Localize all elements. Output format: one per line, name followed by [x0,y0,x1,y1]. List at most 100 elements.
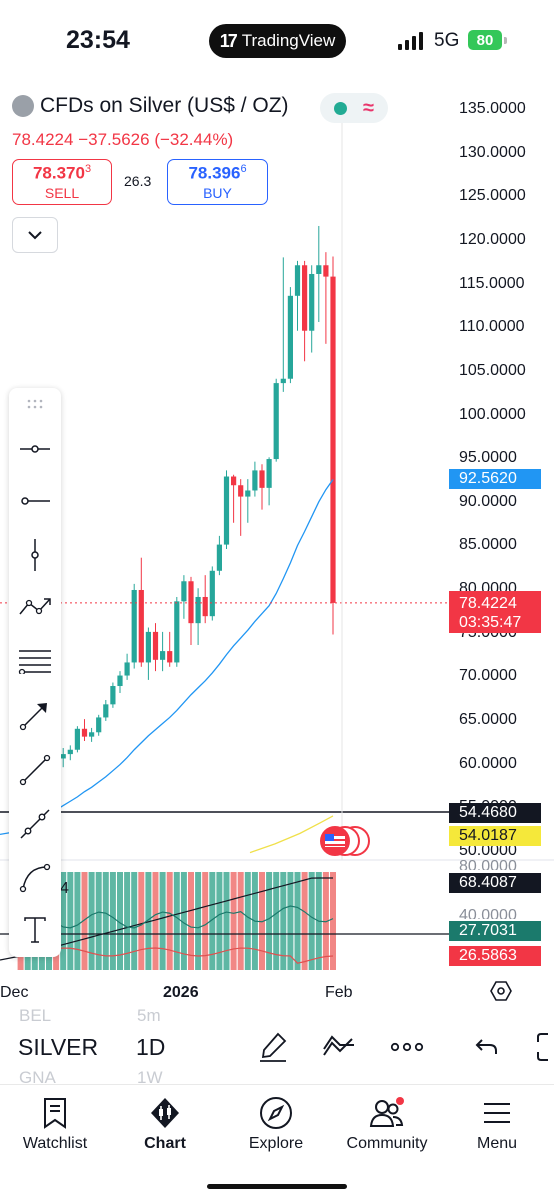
second-average-price-label: 54.0187 [449,826,541,846]
price-tick: 90.0000 [459,492,517,510]
sell-pip: 3 [84,163,92,175]
oscillator-bar [195,872,202,970]
curve-tool[interactable] [9,857,61,897]
oscillator-bar [244,872,251,970]
fullscreen-icon [537,1033,548,1061]
trend-line-tool[interactable] [9,750,61,790]
oscillator-line-red [20,947,334,964]
oscillator-bar [81,872,88,970]
oscillator-bar [88,872,95,970]
candle-body [287,295,293,379]
oscillator-bars [17,872,336,970]
tab-explore-label: Explore [248,1135,304,1152]
tab-watchlist[interactable]: Watchlist [0,1095,110,1153]
change-value: −37.5626 [78,130,150,149]
people-icon [369,1097,404,1127]
timeframe-selector[interactable]: 1D [136,1034,166,1060]
symbol-title: CFDs on Silver (US$ / OZ) [40,94,289,117]
oscillator-label-3: 26.5863 [449,946,541,966]
tab-chart[interactable]: Chart [110,1095,220,1153]
toolbar-drag-handle[interactable] [9,388,61,420]
candle-body [238,485,244,497]
candle-body [330,276,336,603]
fullscreen-button[interactable] [536,1032,554,1067]
last-price: 78.4224 [12,130,74,149]
status-pill[interactable]: ≈ [320,93,388,123]
oscillator-bar [152,872,159,970]
path-tool[interactable] [9,587,61,627]
more-dots-icon [390,1042,424,1052]
candle-body [103,704,109,718]
oscillator-bar [95,872,102,970]
buy-pip: 6 [240,163,247,175]
candles [18,225,336,827]
horizontal-ray-tool[interactable] [9,481,61,521]
collapse-button[interactable] [12,217,58,253]
ghost-timeframe-below: 1W [137,1068,163,1087]
text-tool[interactable] [9,910,61,950]
vertical-line-tool[interactable] [9,535,61,575]
arrow-tool[interactable] [9,695,61,735]
price-tick: 120.0000 [459,230,526,248]
events-flag-icon[interactable] [320,826,370,856]
oscillator-bar [301,872,308,970]
candle-body [273,383,279,460]
oscillator-bar [124,872,131,970]
oscillator-bar [237,872,244,970]
oscillator-bar [67,872,74,970]
oscillator-line-green [20,905,334,929]
candle-body [252,470,258,491]
ghost-symbol-below: GNA [19,1068,56,1087]
oscillator-tick-top: 80.0000 [459,860,517,870]
price-tick: 50.0000 [459,842,517,859]
candle-body [280,378,286,384]
draw-button[interactable] [258,1031,288,1068]
indicators-button[interactable] [322,1035,358,1064]
candle-body [245,490,251,497]
candle-body [138,589,144,663]
text-icon [24,917,46,943]
candle-body [81,728,88,737]
fib-retracement-tool[interactable] [9,641,61,681]
price-tick: 100.0000 [459,405,526,423]
chart-settings-button[interactable] [490,980,512,1007]
oscillator-bar [259,872,265,970]
symbol-selector[interactable]: SILVER [18,1034,99,1060]
tab-menu[interactable]: Menu [442,1095,552,1153]
candle-body [67,749,73,755]
oscillator-bar [330,872,336,970]
network-type: 5G [434,30,460,51]
candle-body [259,470,265,488]
last-price-label: 78.4224 [459,595,517,612]
candle-body [294,265,301,296]
horizontal-line-price-label: 54.4680 [449,803,541,823]
undo-button[interactable] [474,1036,500,1063]
oscillator-label-1: 68.4087 [449,873,541,893]
trend-line-icon [19,754,51,786]
buy-price: 78.396 [188,163,241,183]
tab-community[interactable]: Community [332,1095,442,1153]
price-chart[interactable] [0,80,554,980]
sell-button[interactable]: 78.3703 SELL [12,159,112,205]
vertical-line-icon [31,539,39,571]
horizontal-line-tool[interactable] [9,429,61,469]
tab-explore[interactable]: Explore [221,1095,331,1153]
oscillator-bar [102,872,109,970]
candle-body [124,662,130,676]
oscillator-partial-text: 4 [60,880,69,897]
candle-body [181,581,187,602]
price-tick: 85.0000 [459,536,517,554]
bar-countdown-label: 03:35:47 [459,614,522,631]
trend-segment-tool[interactable] [9,804,61,844]
hamburger-icon [484,1103,510,1123]
change-percent: (−32.44%) [154,130,234,149]
oscillator-bar [60,872,67,970]
oscillator-bar [209,872,216,970]
candle-body [152,631,159,660]
candle-body [323,265,329,277]
oscillator-bar [188,872,194,970]
symbol-title-row[interactable]: CFDs on Silver (US$ / OZ) [12,94,289,118]
buy-button[interactable]: 78.3966 BUY [167,159,268,205]
oscillator-bar [308,872,315,970]
more-button[interactable] [390,1040,424,1058]
